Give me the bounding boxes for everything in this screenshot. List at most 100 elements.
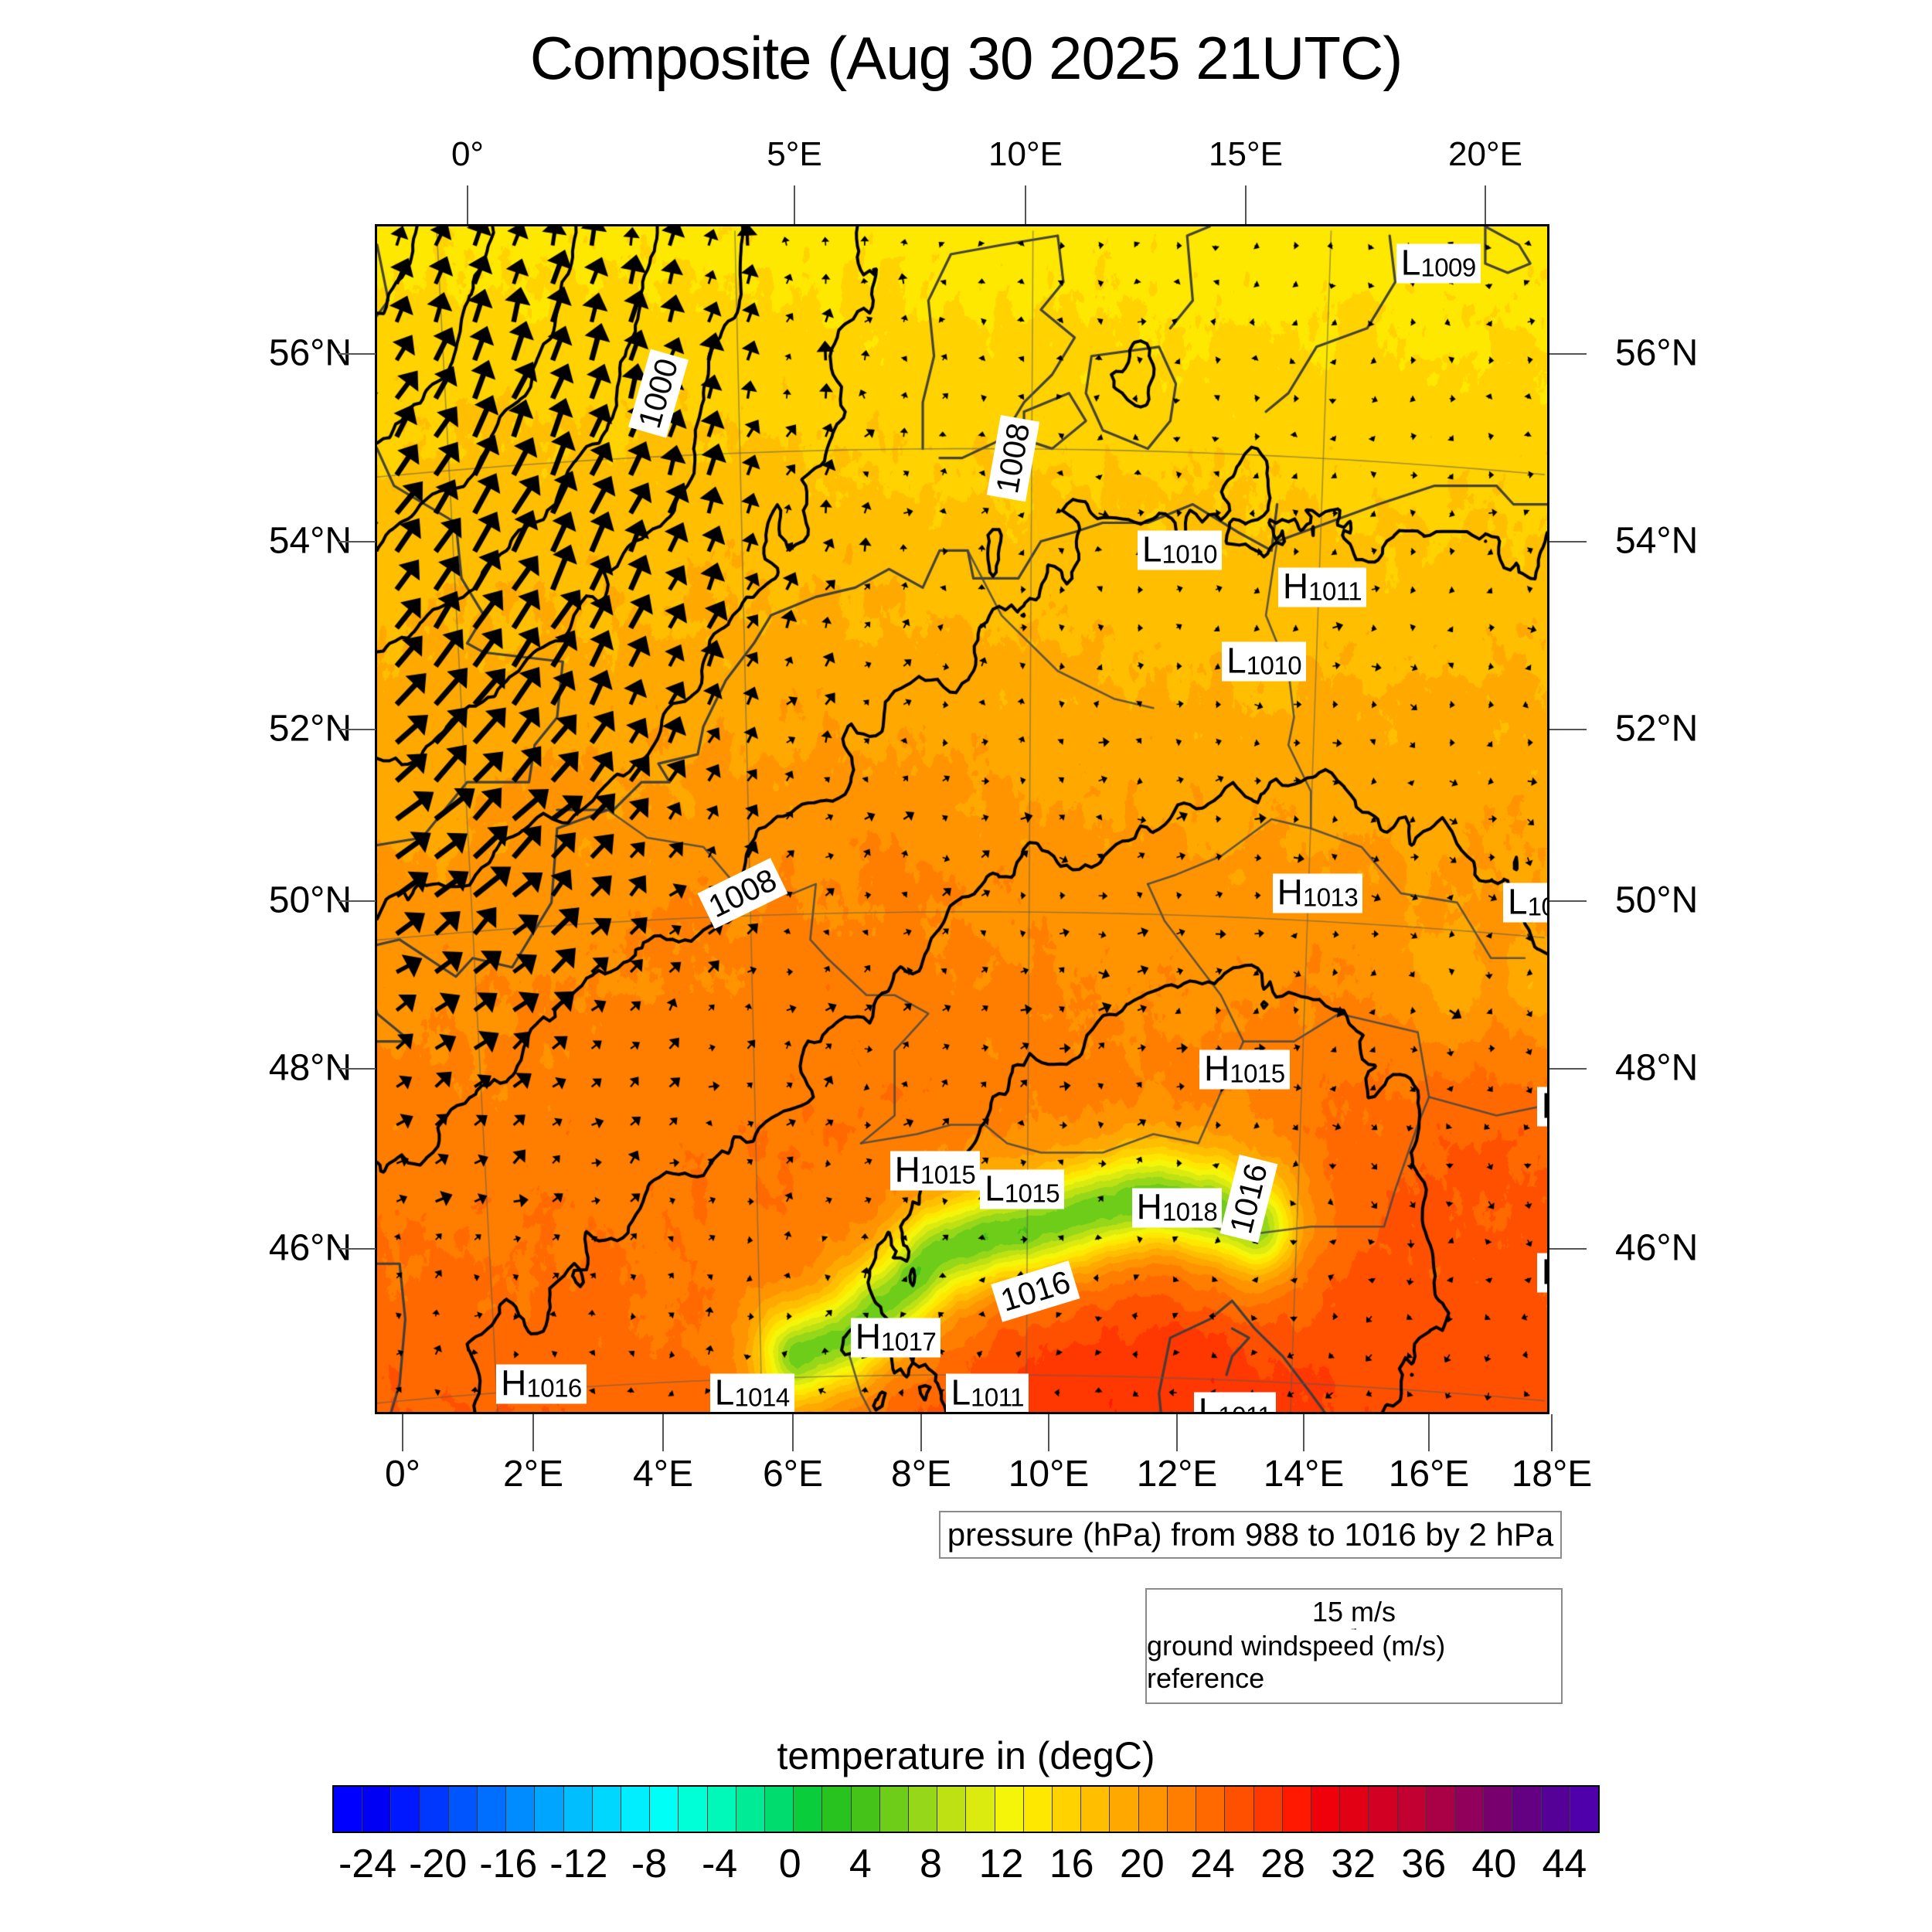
- colorbar-segment: [1110, 1787, 1139, 1832]
- axis-left-tickmark: [338, 541, 376, 543]
- wind-reference-legend: 15 m/s ground windspeed (m/s) reference: [1145, 1588, 1563, 1704]
- pressure-marker-type: L: [1542, 1085, 1547, 1125]
- axis-top-tickmark: [467, 185, 468, 224]
- axis-right-tickmark: [1549, 900, 1587, 902]
- page-title: Composite (Aug 30 2025 21UTC): [529, 24, 1403, 92]
- high-pressure-marker: H1018: [1131, 1186, 1223, 1228]
- axis-left-tick-4: 48°N: [268, 1047, 352, 1089]
- colorbar-segment: [736, 1787, 766, 1832]
- colorbar-segment: [478, 1787, 507, 1832]
- pressure-marker-value: 1011: [1308, 577, 1362, 606]
- colorbar-segment: [563, 1787, 593, 1832]
- pressure-marker-value: 1010: [1162, 539, 1218, 569]
- axis-left-tickmark: [338, 729, 376, 730]
- colorbar-title: temperature in (degC): [777, 1734, 1155, 1777]
- axis-left-tickmark: [338, 900, 376, 902]
- colorbar-segment: [937, 1787, 967, 1832]
- axis-top-tick-0: 0°: [451, 135, 485, 173]
- colorbar-segment: [1023, 1787, 1053, 1832]
- pressure-legend: pressure (hPa) from 988 to 1016 by 2 hPa: [939, 1511, 1562, 1559]
- low-pressure-marker: L1010: [1137, 529, 1222, 570]
- pressure-marker-type: H: [855, 1316, 881, 1357]
- pressure-marker-type: H: [1282, 566, 1309, 607]
- pressure-marker-type: L: [951, 1372, 971, 1413]
- pressure-marker-type: L: [985, 1168, 1005, 1209]
- colorbar-segment: [909, 1787, 938, 1832]
- colorbar-segment: [879, 1787, 910, 1832]
- axis-right-tick-1: 54°N: [1615, 520, 1699, 562]
- high-pressure-marker: H1016: [496, 1364, 587, 1404]
- colorbar-segment: [1541, 1787, 1570, 1832]
- colorbar-segment: [1512, 1787, 1542, 1832]
- axis-bottom-tick-2: 4°E: [633, 1454, 693, 1495]
- axis-right-tickmark: [1549, 353, 1587, 355]
- colorbar-segment: [1570, 1787, 1598, 1832]
- wind-reference-caption: ground windspeed (m/s) reference: [1147, 1630, 1446, 1694]
- colorbar-segment: [966, 1787, 995, 1832]
- colorbar-segment: [1081, 1787, 1111, 1832]
- low-pressure-marker: L1011: [1536, 1253, 1547, 1293]
- pressure-marker-type: L: [1226, 640, 1247, 681]
- colorbar-segment: [1369, 1787, 1398, 1832]
- high-pressure-marker: H1015: [889, 1149, 981, 1191]
- axis-bottom-tick-5: 10°E: [1008, 1454, 1090, 1495]
- colorbar-tick: -24: [338, 1842, 397, 1886]
- axis-bottom-tick-9: 18°E: [1511, 1454, 1593, 1495]
- pressure-marker-type: L: [1141, 529, 1162, 570]
- axis-top-tick-4: 20°E: [1448, 135, 1522, 173]
- high-pressure-marker: H1011: [1277, 566, 1367, 607]
- pressure-marker-value: 1015: [1230, 1059, 1285, 1088]
- axis-top-tickmark: [1025, 185, 1026, 224]
- colorbar-segment: [1225, 1787, 1254, 1832]
- colorbar-segment: [1253, 1787, 1283, 1832]
- pressure-marker-type: L: [1400, 242, 1421, 283]
- pressure-marker-type: H: [1277, 872, 1303, 913]
- axis-bottom-tickmark: [1176, 1414, 1178, 1451]
- colorbar-segment: [1340, 1787, 1369, 1832]
- axis-right-tickmark: [1549, 1248, 1587, 1250]
- axis-left-tick-2: 52°N: [268, 708, 352, 750]
- colorbar-segment: [1138, 1787, 1168, 1832]
- axis-right-tickmark: [1549, 541, 1587, 543]
- colorbar-tick: 4: [849, 1842, 872, 1886]
- colorbar-segment: [765, 1787, 794, 1832]
- colorbar-segment: [448, 1787, 478, 1832]
- pressure-marker-type: H: [1136, 1186, 1162, 1227]
- axis-bottom-tick-7: 14°E: [1263, 1454, 1345, 1495]
- colorbar-tick: 12: [978, 1842, 1024, 1886]
- pressure-marker-value: 1013: [1302, 883, 1359, 912]
- colorbar-segment: [506, 1787, 536, 1832]
- axis-top-tick-3: 15°E: [1209, 135, 1283, 173]
- right-arrow-icon: [1351, 1628, 1357, 1630]
- pressure-marker-value: 1011: [1527, 892, 1547, 921]
- weather-map[interactable]: L1009L1010H1011L1010H1013L1011H1015L1011…: [375, 224, 1549, 1414]
- axis-bottom-tickmark: [532, 1414, 534, 1451]
- colorbar-tick: -12: [549, 1842, 608, 1886]
- colorbar-segment: [420, 1787, 449, 1832]
- axis-left-tickmark: [338, 353, 376, 355]
- axis-right-tick-2: 52°N: [1615, 708, 1699, 750]
- axis-bottom-tick-3: 6°E: [763, 1454, 823, 1495]
- pressure-marker-value: 1016: [526, 1373, 582, 1403]
- axis-left-tick-5: 46°N: [268, 1227, 352, 1269]
- low-pressure-marker: L1014: [709, 1373, 794, 1412]
- colorbar-segment: [995, 1787, 1024, 1832]
- high-pressure-marker: H1015: [1199, 1049, 1290, 1090]
- pressure-marker-value: 1017: [880, 1327, 937, 1356]
- colorbar-tick: 16: [1049, 1842, 1094, 1886]
- axis-bottom-tickmark: [920, 1414, 922, 1451]
- axis-bottom-tick-8: 16°E: [1388, 1454, 1470, 1495]
- colorbar-tick: -16: [479, 1842, 538, 1886]
- pressure-marker-value: 1015: [1004, 1179, 1060, 1208]
- colorbar-segment: [822, 1787, 852, 1832]
- axis-top-tick-1: 5°E: [767, 135, 822, 173]
- colorbar-tick: 36: [1401, 1842, 1447, 1886]
- axis-bottom-tickmark: [1551, 1414, 1553, 1451]
- axis-right-tick-0: 56°N: [1615, 332, 1699, 374]
- axis-right-tick-4: 48°N: [1615, 1047, 1699, 1089]
- colorbar-segment: [851, 1787, 880, 1832]
- colorbar-tick: -4: [701, 1842, 738, 1886]
- axis-bottom-tickmark: [402, 1414, 403, 1451]
- pressure-marker-type: H: [894, 1149, 920, 1190]
- axis-right-tick-5: 46°N: [1615, 1227, 1699, 1269]
